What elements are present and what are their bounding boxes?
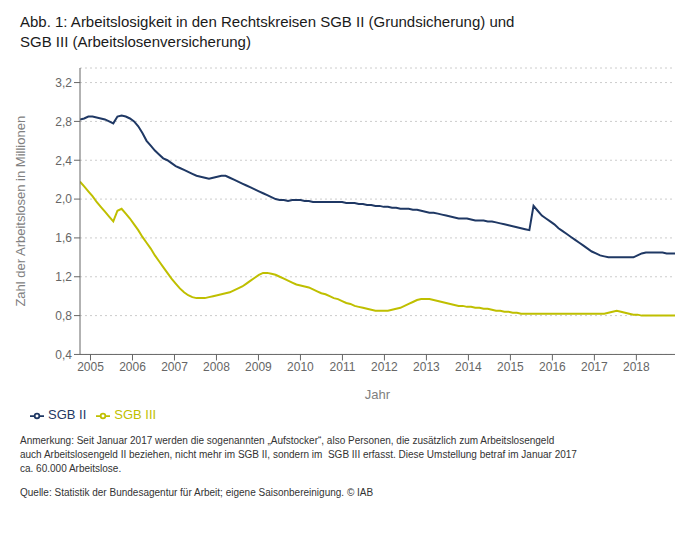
svg-text:2,4: 2,4 [55, 154, 72, 168]
svg-text:0,8: 0,8 [55, 309, 72, 323]
svg-text:0,4: 0,4 [55, 348, 72, 362]
svg-text:2,0: 2,0 [55, 192, 72, 206]
svg-text:2016: 2016 [539, 360, 566, 374]
svg-text:2015: 2015 [497, 360, 524, 374]
svg-text:2,8: 2,8 [55, 115, 72, 129]
svg-text:2010: 2010 [287, 360, 314, 374]
svg-text:3,2: 3,2 [55, 76, 72, 90]
svg-text:Zahl der Arbeitslosen in Milli: Zahl der Arbeitslosen in Millionen [13, 116, 28, 307]
svg-text:2017: 2017 [581, 360, 608, 374]
html-text:Anmerkung: Seit Januar 2017 we: Anmerkung: Seit Januar 2017 werden die s… [20, 435, 577, 474]
svg-text:2009: 2009 [245, 360, 272, 374]
svg-text:Jahr: Jahr [365, 387, 391, 402]
svg-text:2013: 2013 [413, 360, 440, 374]
svg-text:2007: 2007 [161, 360, 188, 374]
svg-text:1,2: 1,2 [55, 270, 72, 284]
svg-text:2014: 2014 [455, 360, 482, 374]
html-text:Abb. 1: Arbeitslosigkeit in de: Abb. 1: Arbeitslosigkeit in den Rechtskr… [20, 13, 515, 30]
html-text:SGB II: SGB II [48, 407, 87, 423]
svg-text:2008: 2008 [203, 360, 230, 374]
html-text:Quelle: Statistik der Bundesag: Quelle: Statistik der Bundesagentur für … [20, 487, 374, 498]
svg-text:2006: 2006 [119, 360, 146, 374]
svg-text:2005: 2005 [77, 360, 104, 374]
html-text:SGB III: SGB III [114, 407, 157, 423]
svg-text:2018: 2018 [623, 360, 650, 374]
svg-text:2012: 2012 [371, 360, 398, 374]
svg-text:2011: 2011 [330, 360, 356, 374]
svg-text:1,6: 1,6 [55, 231, 72, 245]
html-text:SGB III (Arbeitslosenversicher: SGB III (Arbeitslosenversicherung) [20, 33, 251, 50]
